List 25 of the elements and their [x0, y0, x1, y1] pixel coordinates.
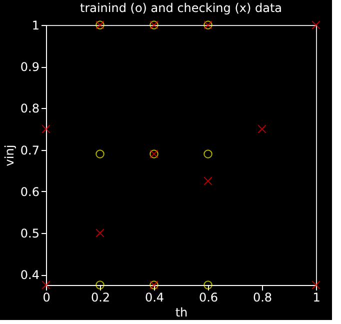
- y-axis-title: vinj: [2, 144, 16, 166]
- y-tick-label: 0.6: [20, 184, 40, 199]
- point: [96, 228, 104, 238]
- y-tick-label: 0.5: [20, 226, 40, 240]
- point: [96, 150, 104, 158]
- x-tick-label: 0.8: [252, 290, 272, 304]
- x-tick-label: 0.6: [198, 290, 218, 304]
- point: [42, 124, 50, 134]
- y-tick-label: 1: [32, 18, 40, 32]
- point: [96, 280, 104, 290]
- x-axis-title: th: [175, 306, 188, 320]
- point: [204, 176, 212, 186]
- point: [258, 124, 266, 134]
- y-tick-label: 0.7: [20, 143, 40, 158]
- y-tick-label: 0.8: [20, 102, 40, 116]
- x-tick-label: 1: [312, 290, 320, 304]
- point: [204, 150, 212, 158]
- x-tick-label: 0: [42, 290, 50, 304]
- chart-title: trainind (o) and checking (x) data: [80, 1, 282, 15]
- y-tick-label: 0.9: [20, 60, 40, 74]
- point: [204, 280, 212, 290]
- x-tick-label: 0.4: [144, 290, 164, 304]
- x-tick-label: 0.2: [90, 290, 110, 304]
- y-tick-label: 0.4: [20, 268, 40, 282]
- point: [312, 20, 320, 30]
